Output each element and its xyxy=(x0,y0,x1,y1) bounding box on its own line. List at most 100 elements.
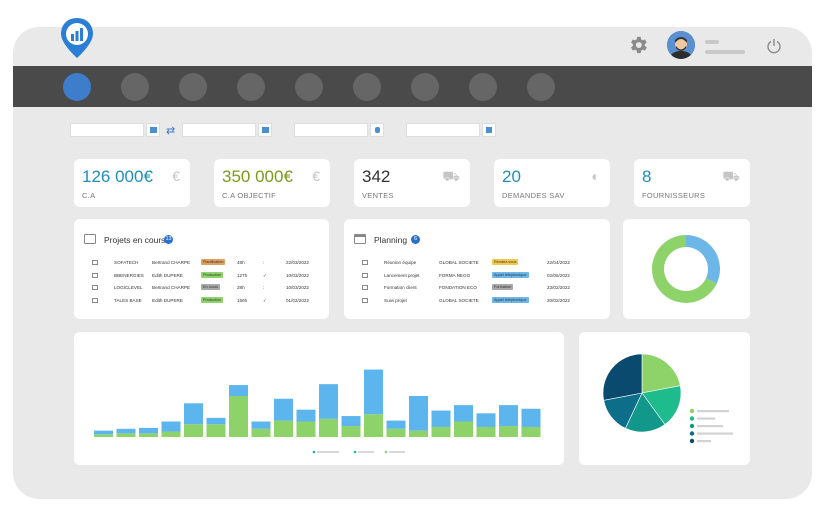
bar-15-series-2 xyxy=(409,396,428,431)
kpi-card-1[interactable]: 126 000€ C.A € xyxy=(74,159,190,207)
kpi-value: 342 xyxy=(362,167,391,186)
gear-icon[interactable] xyxy=(627,34,649,56)
event-name: Formation client xyxy=(384,285,417,290)
project-owner: Edith DUPERE xyxy=(152,297,183,303)
project-name: TALES BASE xyxy=(114,297,142,303)
project-date: 01/02/2022 xyxy=(286,297,309,303)
donut-chart xyxy=(652,235,720,303)
bar-9-series-2 xyxy=(274,398,293,421)
project-duration: 28h xyxy=(237,285,245,290)
kpi-value: 20 xyxy=(502,167,521,186)
planning-title: Planning xyxy=(374,235,408,245)
nav-item-7[interactable] xyxy=(411,73,439,101)
pie-chart xyxy=(602,353,733,444)
calendar-icon[interactable] xyxy=(258,123,272,137)
pie-legend-label-4 xyxy=(697,432,733,435)
pie-legend-label-2 xyxy=(697,417,715,420)
table-row[interactable]: SOFATECH Bertrand CHARPE Planification 48h:… xyxy=(74,257,329,269)
pie-slice-2 xyxy=(641,385,682,425)
table-row[interactable]: BBENERGIES Edith DUPERE Production 127h ✓ 10/… xyxy=(74,270,329,282)
cart-icon: ⛟ xyxy=(442,168,460,184)
pie-legend-dot-1 xyxy=(689,408,695,414)
bar-8-series-2 xyxy=(251,421,271,429)
kpi-value: 8 xyxy=(642,167,652,186)
event-org: GLOBAL SOCIETE xyxy=(439,260,479,265)
bar-17-series-1 xyxy=(454,421,473,437)
nav-item-1[interactable] xyxy=(63,73,91,101)
date-to-field[interactable] xyxy=(182,123,256,137)
bar-8-series-1 xyxy=(251,428,271,437)
donut-slice-2 xyxy=(686,235,720,284)
projects-panel: Projets en cours 13 SOFATECH Bertrand CHA… xyxy=(74,219,329,319)
headset-icon: ◐ xyxy=(591,168,600,184)
nav-item-9[interactable] xyxy=(527,73,555,101)
power-icon[interactable] xyxy=(766,38,782,54)
table-row[interactable]: TALES BASE Edith DUPERE Production 156h ✓ 01/… xyxy=(74,295,329,307)
project-name: LOGICLEVEL xyxy=(114,285,143,290)
project-owner: Edith DUPERE xyxy=(152,272,183,278)
nav-item-6[interactable] xyxy=(353,73,381,101)
event-org: GLOBAL SOCIETE xyxy=(439,297,479,303)
bar-16-series-2 xyxy=(431,410,451,427)
bar-5-series-1 xyxy=(184,424,203,437)
pie-legend-dot-3 xyxy=(689,423,695,429)
kpi-card-2[interactable]: 350 000€ C.A OBJECTIF € xyxy=(214,159,330,207)
bar-11-series-2 xyxy=(319,384,338,419)
nav-item-3[interactable] xyxy=(179,73,207,101)
event-date: 02/05/2022 xyxy=(547,272,570,278)
bar-17-series-2 xyxy=(454,405,473,422)
event-name: Réunion équipe xyxy=(384,260,417,265)
status-badge: En cours xyxy=(201,284,220,290)
kpi-card-4[interactable]: 20 DEMANDES SAV ◐ xyxy=(494,159,610,207)
kpi-value: 126 000€ xyxy=(82,167,153,186)
user-icon[interactable] xyxy=(370,123,384,137)
nav-item-4[interactable] xyxy=(237,73,265,101)
user-avatar[interactable] xyxy=(667,31,695,59)
table-row[interactable]: Formation client FONDATION ECO Formation 23… xyxy=(344,282,610,294)
projects-title: Projets en cours xyxy=(104,235,166,245)
event-name: Lancement projet xyxy=(384,272,420,278)
user-name-placeholder xyxy=(705,40,745,60)
euro-icon: € xyxy=(312,168,320,184)
nav-item-5[interactable] xyxy=(295,73,323,101)
bar-11-series-1 xyxy=(319,418,338,437)
kpi-label: C.A OBJECTIF xyxy=(222,191,277,200)
check-icon: ✓ xyxy=(263,297,267,303)
chart-pin-icon[interactable] xyxy=(59,16,95,60)
swap-icon[interactable]: ⇄ xyxy=(166,125,176,137)
chart-filter-field[interactable] xyxy=(406,123,480,137)
event-type-badge: Rendez-vous xyxy=(492,259,519,265)
kpi-card-3[interactable]: 342 VENTES ⛟ xyxy=(354,159,470,207)
project-name: SOFATECH xyxy=(114,260,139,265)
project-name: BBENERGIES xyxy=(114,272,144,278)
check-icon: : xyxy=(263,285,265,290)
calendar-icon xyxy=(362,297,368,303)
bar-chart xyxy=(94,369,541,454)
kpi-label: C.A xyxy=(82,191,96,200)
project-duration: 156h xyxy=(237,297,248,303)
table-row[interactable]: LOGICLEVEL Bertrand CHARPE En cours 28h: 10/… xyxy=(74,282,329,294)
project-owner: Bertrand CHARPE xyxy=(152,285,191,290)
table-row[interactable]: Réunion équipe GLOBAL SOCIETE Rendez-vous 2… xyxy=(344,257,610,269)
bar-13-series-1 xyxy=(364,414,383,437)
calendar-icon xyxy=(362,272,368,278)
table-row[interactable]: Lancement projet FORMA NEGO Appel téléphon… xyxy=(344,270,610,282)
nav-item-8[interactable] xyxy=(469,73,497,101)
calendar-icon[interactable] xyxy=(146,123,160,137)
bar-10-series-1 xyxy=(296,421,316,437)
bar-3-series-2 xyxy=(139,427,158,434)
user-filter-field[interactable] xyxy=(294,123,368,137)
table-row[interactable]: Suivi projet GLOBAL SOCIETE Appel téléphon… xyxy=(344,295,610,307)
folder-icon xyxy=(92,272,98,278)
bar-4-series-1 xyxy=(161,431,181,437)
bar-chart-icon[interactable] xyxy=(482,123,496,137)
project-duration: 127h xyxy=(237,272,248,278)
bar-7-series-2 xyxy=(229,385,248,396)
date-from-field[interactable] xyxy=(70,123,144,137)
nav-item-2[interactable] xyxy=(121,73,149,101)
bar-14-series-2 xyxy=(386,420,406,429)
folder-icon xyxy=(84,234,96,244)
kpi-card-5[interactable]: 8 FOURNISSEURS ⛟ xyxy=(634,159,750,207)
bar-7-series-1 xyxy=(229,396,248,437)
bar-12-series-2 xyxy=(341,416,361,427)
